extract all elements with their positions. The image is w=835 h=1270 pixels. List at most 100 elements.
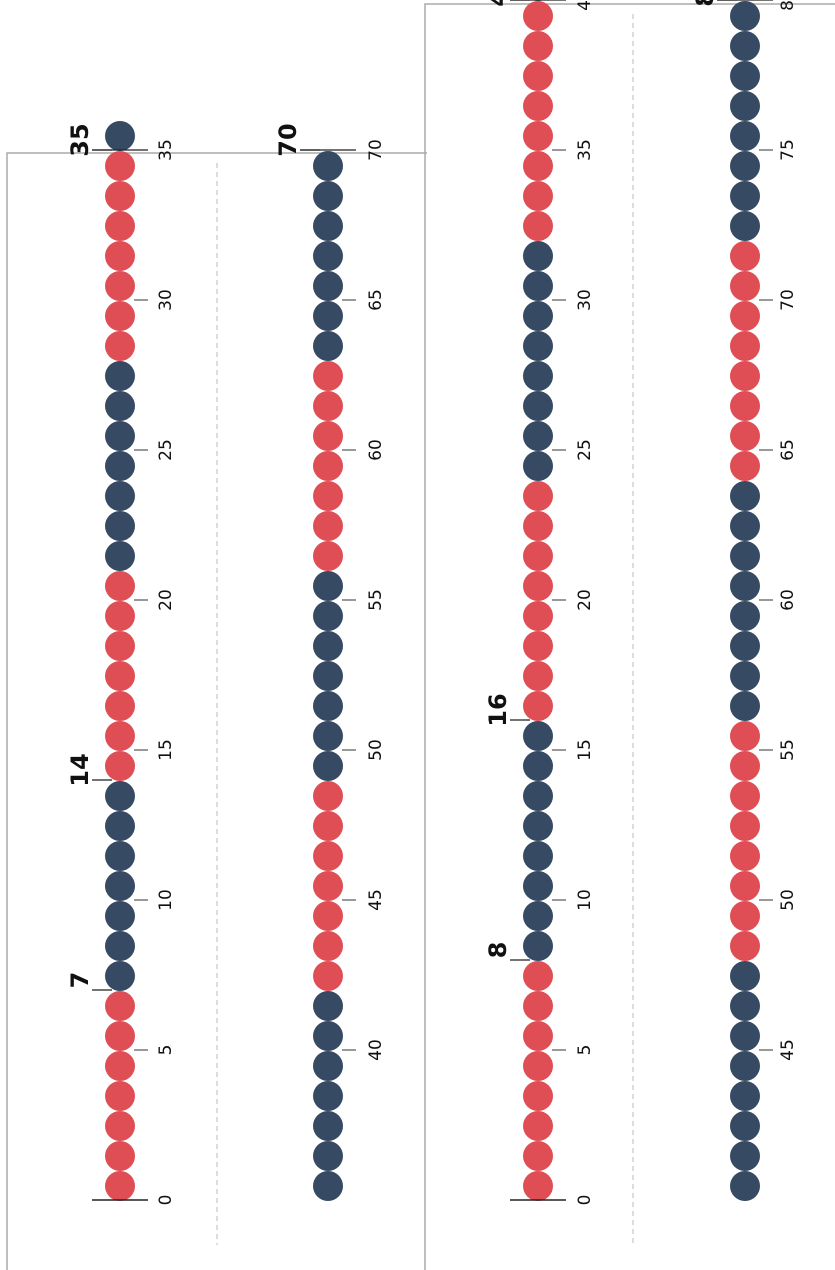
tick-label: 25 [156,439,176,461]
bead [523,691,553,721]
bead [730,391,760,421]
marker-label: 40 [484,0,512,7]
bead [730,541,760,571]
tick-label: 75 [778,139,798,161]
bead [730,721,760,751]
bead [730,511,760,541]
marker-label: 80 [691,0,719,7]
bead [730,1051,760,1081]
bead [523,1051,553,1081]
tick-label: 50 [778,889,798,911]
bead [523,991,553,1021]
bead [730,931,760,961]
bead [730,481,760,511]
tick-label: 15 [156,739,176,761]
bead [730,1171,760,1201]
bead [313,481,343,511]
bead [730,781,760,811]
tick-label: 20 [156,589,176,611]
bead [523,331,553,361]
bead [730,751,760,781]
bead [730,991,760,1021]
bead [313,331,343,361]
bead [523,541,553,571]
tick-label: 70 [778,289,798,311]
tick-label: 55 [366,589,386,611]
bead [105,961,135,991]
tick-label: 60 [778,589,798,611]
bead [105,811,135,841]
bead [313,361,343,391]
bead [730,121,760,151]
bead [523,151,553,181]
bead [730,1021,760,1051]
bead [313,1051,343,1081]
bead [105,931,135,961]
bead [730,271,760,301]
marker-label: 7 [66,972,94,989]
bead [523,901,553,931]
bead [313,1081,343,1111]
bead [105,1021,135,1051]
bead [105,631,135,661]
bead [730,811,760,841]
bead [105,121,135,151]
bead [523,811,553,841]
bead [105,211,135,241]
bead [730,841,760,871]
bead [313,751,343,781]
bead [523,511,553,541]
bead [730,571,760,601]
bead [105,601,135,631]
bead [523,91,553,121]
bead [523,421,553,451]
bead [730,871,760,901]
bead [730,1111,760,1141]
bead [105,1081,135,1111]
bead [313,871,343,901]
bead [313,811,343,841]
bead [313,241,343,271]
bead [313,631,343,661]
bead [313,211,343,241]
bead [313,301,343,331]
bead [523,931,553,961]
bead [105,1141,135,1171]
bead [313,541,343,571]
bead [105,751,135,781]
bead [313,1111,343,1141]
bead [523,121,553,151]
bead [730,1081,760,1111]
bead [730,421,760,451]
bead [105,1051,135,1081]
bead [105,241,135,271]
tick-label: 35 [575,139,595,161]
bead [730,451,760,481]
bead [105,691,135,721]
bead [523,631,553,661]
marker-label: 35 [66,123,94,156]
bead [730,361,760,391]
bead [523,481,553,511]
bead [313,961,343,991]
bead [313,1141,343,1171]
bead [523,1,553,31]
bead [730,661,760,691]
bead [523,181,553,211]
bead [730,331,760,361]
bead [313,1171,343,1201]
tick-label: 30 [575,289,595,311]
bead [730,961,760,991]
bead [523,391,553,421]
bead [313,601,343,631]
bead [730,631,760,661]
tick-label: 15 [575,739,595,761]
tick-label: 65 [778,439,798,461]
bead [313,391,343,421]
bead [313,1021,343,1051]
bead [730,211,760,241]
bead [523,601,553,631]
bead [105,1111,135,1141]
